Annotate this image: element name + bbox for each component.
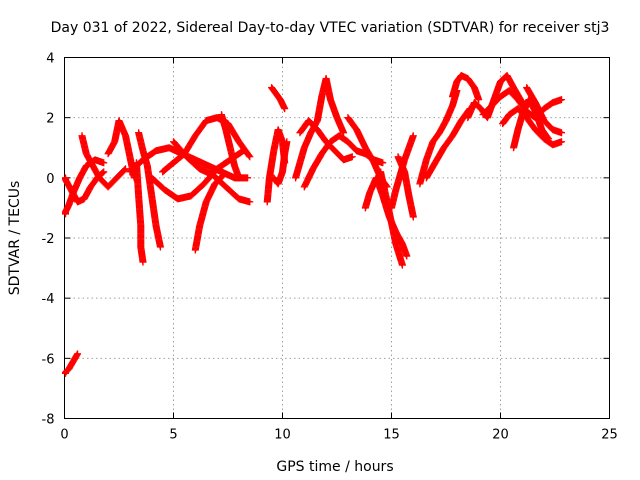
chart-title: Day 031 of 2022, Sidereal Day-to-day VTE… bbox=[51, 20, 610, 36]
data-point bbox=[475, 96, 483, 104]
x-tick-label: 25 bbox=[601, 428, 618, 443]
data-point bbox=[245, 152, 253, 160]
x-tick-label: 10 bbox=[274, 428, 291, 443]
data-point bbox=[74, 350, 82, 358]
y-tick-label: 2 bbox=[46, 112, 54, 127]
x-tick-label: 5 bbox=[169, 428, 177, 443]
data-point bbox=[409, 132, 417, 140]
y-tick-label: 4 bbox=[46, 52, 54, 67]
data-point bbox=[403, 252, 411, 260]
data-point bbox=[220, 171, 228, 179]
data-point bbox=[246, 198, 254, 206]
data-point bbox=[100, 159, 108, 167]
data-point bbox=[246, 153, 254, 161]
y-tick-label: -2 bbox=[42, 232, 55, 247]
y-axis-label: SDTVAR / TECUs bbox=[7, 181, 23, 296]
data-point bbox=[281, 105, 289, 113]
data-point bbox=[379, 159, 387, 167]
x-tick-label: 0 bbox=[60, 428, 68, 443]
data-point bbox=[558, 129, 566, 137]
y-tick-label: -4 bbox=[42, 292, 55, 307]
data-point bbox=[544, 135, 552, 143]
y-tick-label: -8 bbox=[42, 413, 55, 428]
x-tick-label: 15 bbox=[383, 428, 400, 443]
data-point bbox=[235, 174, 243, 182]
data-point bbox=[139, 258, 147, 266]
data-point bbox=[244, 174, 252, 182]
data-point bbox=[283, 138, 291, 146]
x-axis-label: GPS time / hours bbox=[276, 459, 393, 475]
data-points bbox=[62, 72, 566, 377]
data-point bbox=[121, 166, 129, 174]
data-point bbox=[409, 213, 417, 221]
data-point bbox=[544, 134, 552, 142]
data-point bbox=[156, 243, 164, 251]
x-tick-label: 20 bbox=[492, 428, 509, 443]
data-point bbox=[99, 169, 107, 177]
data-point bbox=[100, 168, 108, 176]
y-tick-label: 0 bbox=[46, 172, 54, 187]
data-point bbox=[558, 138, 566, 146]
data-point bbox=[122, 165, 130, 173]
x-axis: 0 5 10 15 20 25 bbox=[60, 57, 618, 443]
data-point bbox=[348, 153, 356, 161]
y-tick-label: -6 bbox=[42, 352, 55, 367]
data-point bbox=[219, 172, 227, 180]
data-point bbox=[398, 261, 406, 269]
data-point bbox=[558, 96, 566, 104]
